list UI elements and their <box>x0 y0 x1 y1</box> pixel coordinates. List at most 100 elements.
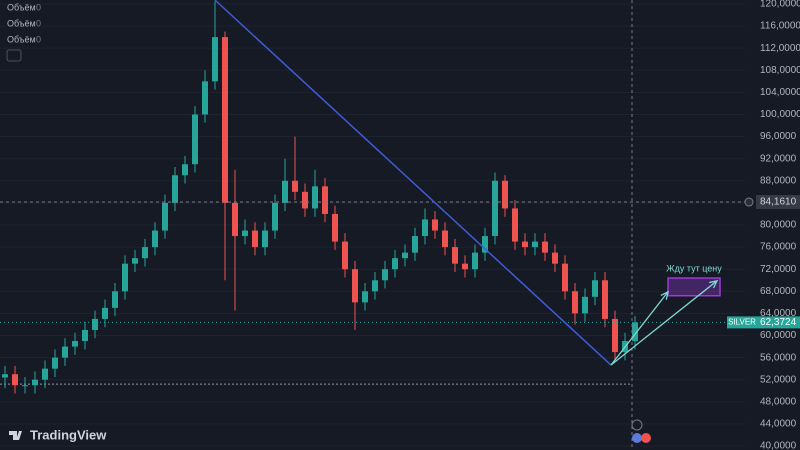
legend-label: Объём <box>7 2 36 12</box>
candle-body <box>582 296 588 314</box>
trendline <box>214 0 612 366</box>
candle-body <box>232 202 238 237</box>
candle-body <box>42 368 48 380</box>
y-tick-label: 100,0000 <box>760 109 800 120</box>
y-tick-label: 60,0000 <box>760 330 797 341</box>
logo-icon <box>9 431 22 440</box>
legend-value: 0 <box>36 34 41 44</box>
candle-body <box>362 291 368 303</box>
candle-body <box>142 247 148 259</box>
candle-body <box>472 252 478 270</box>
crosshair-box <box>756 195 800 210</box>
candle-body <box>292 180 298 192</box>
candle-body <box>92 318 98 330</box>
crosshair-plus <box>744 197 754 207</box>
candle-body <box>542 241 548 253</box>
candle-body <box>612 318 618 353</box>
candle-body <box>212 37 218 82</box>
y-tick-label: 72,0000 <box>760 264 797 275</box>
candle-body <box>492 180 498 237</box>
arrow <box>610 280 718 366</box>
candle-body <box>552 252 558 264</box>
candle-body <box>72 341 78 347</box>
price-box <box>757 316 800 329</box>
candle-body <box>632 322 638 342</box>
candle-body <box>522 241 528 248</box>
y-tick-label: 120,0000 <box>760 0 800 10</box>
candle-body <box>2 374 8 378</box>
candle-body <box>482 236 488 253</box>
candle-body <box>62 346 68 358</box>
annotation: Жду тут цену <box>666 263 722 273</box>
flag-icon[interactable] <box>632 433 642 443</box>
candle-body <box>502 180 508 209</box>
symbol-box <box>727 316 757 329</box>
y-tick-label: 48,0000 <box>760 396 797 407</box>
crosshair-label: 84,1610 <box>760 197 797 208</box>
y-tick-label: 108,0000 <box>760 65 800 76</box>
candle-body <box>252 230 258 248</box>
candle-body <box>352 269 358 303</box>
candle-body <box>462 263 468 270</box>
candle-body <box>32 379 38 386</box>
legend-label: Объём <box>7 18 36 28</box>
event-icon[interactable] <box>631 419 643 431</box>
y-tick-label: 52,0000 <box>760 374 797 385</box>
y-tick-label: 68,0000 <box>760 286 797 297</box>
y-tick-label: 112,0000 <box>760 43 800 54</box>
y-tick-label: 40,0000 <box>760 441 797 450</box>
candle-body <box>172 175 178 203</box>
candle-body <box>422 219 428 237</box>
candle-body <box>372 280 378 292</box>
candle-body <box>532 241 538 248</box>
y-tick-label: 104,0000 <box>760 87 800 98</box>
collapse-button[interactable] <box>6 49 22 62</box>
target-zone <box>667 277 721 297</box>
candle-body <box>272 202 278 231</box>
y-tick-label: 64,0000 <box>760 308 797 319</box>
candle-body <box>332 213 338 242</box>
candle-body <box>342 241 348 270</box>
candle-body <box>192 114 198 165</box>
candle-body <box>162 202 168 231</box>
candle-body <box>262 230 268 248</box>
candle-body <box>82 329 88 342</box>
candle-body <box>572 291 578 314</box>
arrow-head <box>660 290 669 300</box>
candle-body <box>392 258 398 270</box>
plot <box>0 0 745 450</box>
last-price-label: 62,3724 <box>760 317 797 328</box>
arrow <box>610 291 669 366</box>
candle-body <box>512 208 518 242</box>
candle-body <box>322 186 328 214</box>
y-tick-label: 80,0000 <box>760 220 797 231</box>
candle-body <box>592 280 598 297</box>
candle-body <box>22 385 28 387</box>
candle-body <box>382 269 388 281</box>
y-tick-label: 76,0000 <box>760 242 797 253</box>
flag-icon[interactable] <box>641 433 651 443</box>
y-tick-label: 116,0000 <box>760 21 800 32</box>
logo: TradingView <box>9 427 107 442</box>
candle-body <box>302 191 308 209</box>
candle-body <box>312 186 318 209</box>
candle-body <box>52 357 58 369</box>
y-tick-label: 92,0000 <box>760 153 797 164</box>
candle-body <box>282 180 288 203</box>
candle-body <box>242 230 248 237</box>
candle-body <box>132 258 138 264</box>
candle-body <box>562 263 568 292</box>
candle-body <box>152 230 158 248</box>
y-tick-label: 88,0000 <box>760 175 797 186</box>
symbol-label: SILVER <box>728 318 756 327</box>
legend-value: 0 <box>36 18 41 28</box>
candle-body <box>442 230 448 248</box>
candle-body <box>412 236 418 253</box>
candle-body <box>432 219 438 231</box>
y-tick-label: 56,0000 <box>760 352 797 363</box>
candle-body <box>402 252 408 259</box>
candle-body <box>602 280 608 319</box>
legend-label: Объём <box>7 34 36 44</box>
